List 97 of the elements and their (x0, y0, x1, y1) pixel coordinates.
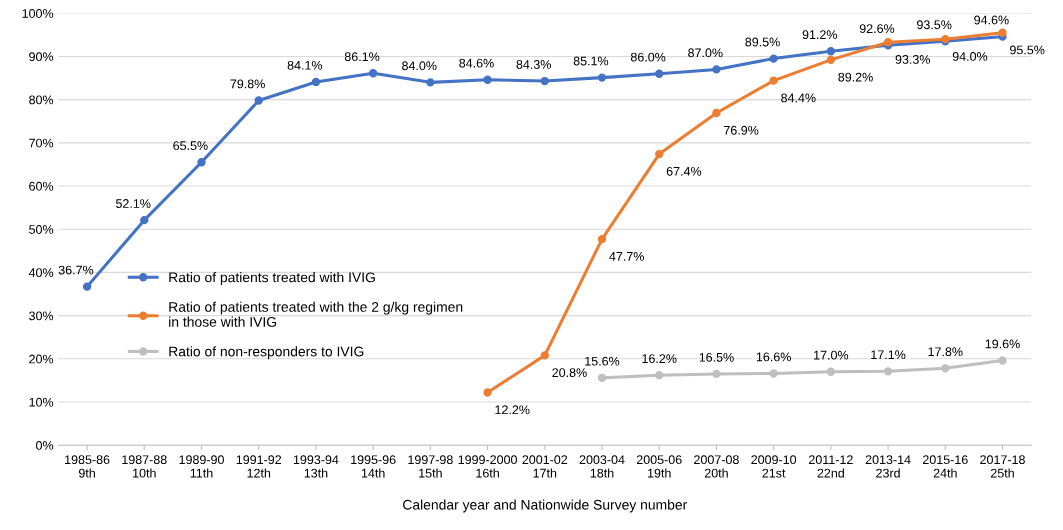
x-tick-label: 2001-02 17th (522, 455, 568, 478)
point (712, 108, 721, 118)
point (712, 369, 721, 379)
data-label: 84.0% (402, 61, 437, 71)
point (597, 373, 607, 382)
x-tick-label: 2007-08 20th (694, 455, 739, 478)
x-axis-title: Calendar year and Nationwide Survey number (403, 499, 688, 513)
point (769, 369, 778, 378)
data-label: 84.1% (287, 60, 323, 70)
y-tick-label: 0% (36, 441, 54, 450)
data-label: 65.5% (173, 141, 208, 151)
data-label: 95.5% (1010, 45, 1045, 55)
data-label: 12.2% (495, 405, 530, 415)
data-label: 16.5% (699, 352, 734, 362)
data-label: 92.6% (859, 24, 895, 34)
point (540, 351, 549, 360)
point (655, 371, 664, 380)
point (941, 364, 950, 373)
point (655, 69, 664, 78)
point (426, 78, 435, 87)
data-label: 84.6% (459, 58, 494, 68)
y-tick-label: 10% (29, 397, 54, 407)
point (826, 367, 836, 376)
data-label: 79.8% (230, 79, 265, 89)
point (483, 75, 492, 84)
x-tick-label: 2009-10 21st (751, 455, 797, 478)
point (254, 96, 263, 105)
x-tick-label: 2017-18 25th (980, 455, 1025, 478)
y-tick-label: 100% (22, 9, 54, 18)
x-tick-label: 2011-12 22nd (809, 455, 853, 478)
point (197, 158, 206, 167)
data-label: 94.6% (974, 15, 1009, 25)
x-tick-label: 2013-14 23rd (865, 455, 911, 478)
data-label: 89.5% (745, 37, 780, 47)
point (998, 356, 1007, 365)
point (826, 47, 836, 56)
point (883, 367, 893, 376)
data-label: 87.0% (688, 48, 723, 58)
x-tick-label: 1987-88 10th (122, 455, 167, 478)
data-label: 93.5% (917, 20, 952, 30)
legend-label: Ratio of patients treated with IVIG (169, 272, 375, 285)
data-label: 16.6% (756, 352, 791, 362)
data-label: 19.6% (985, 339, 1020, 349)
data-label: 86.0% (630, 52, 666, 62)
x-tick-label: 1997-98 15th (408, 455, 453, 478)
x-tick-label: 1999-2000 16th (458, 455, 517, 478)
data-label: 94.0% (952, 52, 988, 61)
y-tick-label: 70% (29, 138, 54, 148)
x-tick-label: 1995-96 14th (351, 455, 396, 478)
data-label: 76.9% (724, 125, 759, 135)
data-label: 15.6% (585, 356, 620, 366)
data-label: 16.2% (642, 354, 677, 364)
data-label: 84.3% (516, 60, 551, 69)
legend-label: Ratio of non-responders to IVIG (169, 346, 364, 360)
data-label: 17.8% (928, 347, 963, 357)
y-tick-label: 90% (29, 52, 54, 62)
x-tick-label: 1993-94 13th (293, 455, 339, 478)
point (655, 149, 664, 159)
data-label: 91.2% (802, 30, 838, 40)
point (769, 76, 778, 85)
y-tick-label: 30% (29, 311, 54, 321)
x-tick-label: 2015-16 24th (922, 455, 968, 478)
point (712, 65, 721, 74)
legend-label: Ratio of patients treated with the 2 g/kg regimen in those with IVIG (169, 301, 463, 327)
point (368, 69, 378, 78)
data-label: 85.1% (573, 56, 609, 66)
data-label: 86.1% (344, 52, 380, 62)
point (82, 282, 92, 291)
data-label: 20.8% (552, 368, 587, 378)
y-tick-label: 40% (28, 268, 54, 278)
x-tick-label: 1985-86 9th (65, 455, 110, 478)
point (597, 73, 607, 82)
data-label: 93.3% (895, 55, 931, 64)
point (483, 388, 492, 397)
y-tick-label: 60% (29, 181, 54, 191)
y-tick-label: 80% (29, 95, 54, 105)
y-tick-label: 20% (29, 354, 54, 364)
point (998, 28, 1007, 37)
point (140, 215, 149, 225)
data-label: 47.7% (609, 252, 644, 261)
data-label: 36.7% (58, 265, 94, 275)
point (540, 76, 549, 86)
y-tick-label: 50% (29, 225, 54, 234)
point (597, 234, 607, 244)
data-label: 89.2% (838, 72, 873, 82)
data-label: 84.4% (781, 93, 816, 103)
x-tick-label: 2003-04 18th (579, 455, 625, 478)
point (826, 55, 836, 65)
point (311, 77, 321, 87)
data-label: 52.1% (115, 199, 151, 208)
x-tick-label: 1989-90 11th (179, 455, 224, 478)
data-label: 67.4% (666, 166, 702, 176)
x-tick-label: 2005-06 19th (636, 455, 682, 478)
data-label: 17.1% (871, 350, 906, 360)
data-label: 17.0% (814, 350, 849, 360)
x-tick-label: 1991-92 12th (236, 455, 282, 478)
point (769, 54, 778, 63)
